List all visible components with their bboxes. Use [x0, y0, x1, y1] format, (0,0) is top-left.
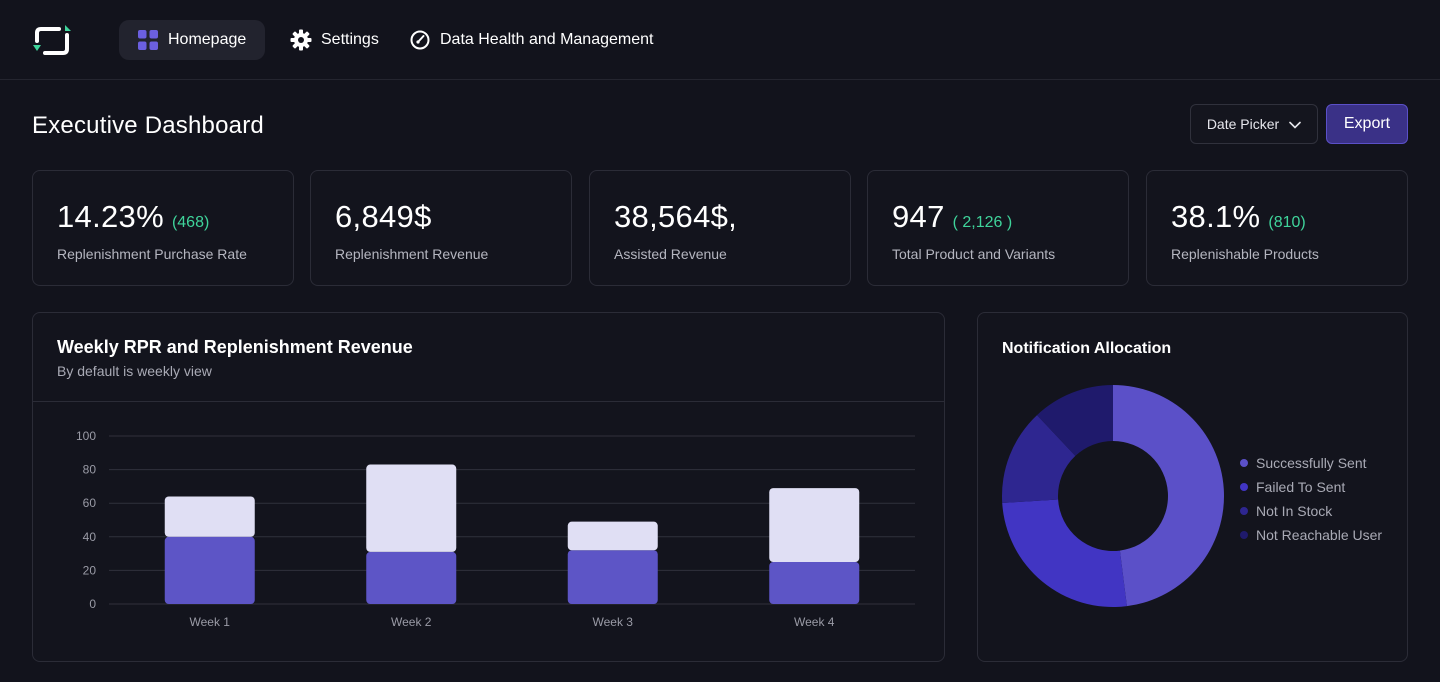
kpi-sub-value: (468) — [171, 214, 210, 231]
kpi-value: 6,849$ — [335, 199, 432, 234]
x-tick-label: Week 4 — [794, 615, 835, 629]
legend-label: Successfully Sent — [1256, 455, 1367, 471]
legend-item: Not In Stock — [1240, 499, 1382, 523]
kpi-sub-value: (810) — [1268, 214, 1306, 231]
donut-slice — [1002, 499, 1127, 607]
legend-item: Successfully Sent — [1240, 451, 1382, 475]
kpi-label: Assisted Revenue — [614, 246, 727, 262]
kpi-value: 14.23% — [57, 199, 164, 234]
chart-title: Weekly RPR and Replenishment Revenue — [57, 337, 413, 357]
legend-swatch — [1240, 531, 1248, 539]
y-tick-label: 80 — [83, 463, 97, 477]
donut-slice — [1113, 385, 1224, 607]
nav-item-label: Settings — [321, 31, 379, 48]
notification-allocation-card: Notification Allocation Successfully Sen… — [977, 312, 1408, 662]
y-tick-label: 0 — [89, 597, 96, 611]
gear-icon — [290, 29, 312, 51]
page-title: Executive Dashboard — [32, 112, 264, 139]
bar-segment-top — [769, 488, 860, 562]
kpi-value-group: 38,564$, — [614, 199, 737, 235]
kpi-card-replenishable-products: 38.1% (810) Replenishable Products — [1146, 170, 1408, 286]
kpi-card-total-products: 947 ( 2,126 ) Total Product and Variants — [867, 170, 1129, 286]
kpi-value-group: 38.1% (810) — [1171, 199, 1306, 235]
x-tick-label: Week 3 — [593, 615, 634, 629]
bar-segment-bottom — [164, 536, 255, 604]
gauge-icon — [409, 29, 431, 51]
kpi-card-replenishment-revenue: 6,849$ Replenishment Revenue — [310, 170, 572, 286]
x-tick-label: Week 1 — [190, 615, 231, 629]
donut-slice — [1037, 385, 1113, 456]
export-button[interactable]: Export — [1326, 104, 1408, 144]
date-picker-label: Date Picker — [1206, 116, 1280, 132]
weekly-rpr-chart-card: Weekly RPR and Replenishment Revenue By … — [32, 312, 945, 662]
divider — [33, 401, 944, 402]
nav-item-label: Data Health and Management — [440, 31, 654, 48]
legend-swatch — [1240, 483, 1248, 491]
legend-item: Not Reachable User — [1240, 523, 1382, 547]
nav-item-settings[interactable]: Settings — [290, 20, 379, 60]
legend-swatch — [1240, 459, 1248, 467]
y-tick-label: 100 — [76, 429, 96, 443]
bar-segment-top — [164, 496, 255, 537]
legend-swatch — [1240, 507, 1248, 515]
y-tick-label: 40 — [83, 530, 97, 544]
bar-segment-bottom — [567, 550, 658, 604]
kpi-card-replenishment-purchase-rate: 14.23% (468) Replenishment Purchase Rate — [32, 170, 294, 286]
kpi-value: 38.1% — [1171, 199, 1261, 234]
y-tick-label: 60 — [83, 496, 97, 510]
nav-item-label: Homepage — [168, 31, 247, 48]
bar-segment-top — [567, 521, 658, 551]
kpi-card-assisted-revenue: 38,564$, Assisted Revenue — [589, 170, 851, 286]
chevron-down-icon — [1289, 116, 1301, 132]
kpi-value: 947 — [892, 199, 945, 234]
date-picker-dropdown[interactable]: Date Picker — [1190, 104, 1318, 144]
kpi-label: Total Product and Variants — [892, 246, 1056, 262]
chart-legend: Successfully Sent Failed To Sent Not In … — [1240, 451, 1382, 547]
donut-chart — [1002, 385, 1224, 607]
legend-label: Failed To Sent — [1256, 479, 1346, 495]
kpi-value-group: 6,849$ — [335, 199, 432, 235]
chart-title: Notification Allocation — [1002, 340, 1172, 357]
app-logo[interactable] — [31, 23, 75, 57]
kpi-label: Replenishment Purchase Rate — [57, 246, 247, 262]
legend-label: Not In Stock — [1256, 503, 1333, 519]
kpi-value-group: 947 ( 2,126 ) — [892, 199, 1012, 235]
grid-icon — [137, 29, 159, 51]
bar-segment-bottom — [366, 551, 457, 604]
kpi-label: Replenishable Products — [1171, 246, 1319, 262]
kpi-value-group: 14.23% (468) — [57, 199, 209, 235]
donut-slice — [1002, 415, 1076, 503]
y-tick-label: 20 — [83, 563, 97, 577]
bar-segment-top — [366, 464, 457, 552]
chart-subtitle: By default is weekly view — [57, 363, 212, 379]
bar-chart: 0 20 40 60 80 100 Week 1 Week 2 Week 3 Week 4 — [76, 429, 915, 629]
top-navigation-bar: Homepage Settings — [0, 0, 1440, 80]
nav-item-data-health[interactable]: Data Health and Management — [409, 20, 653, 60]
kpi-sub-value: ( 2,126 ) — [952, 214, 1013, 231]
bar-segment-bottom — [769, 562, 860, 604]
kpi-value: 38,564$, — [614, 199, 738, 234]
x-tick-label: Week 2 — [391, 615, 432, 629]
kpi-label: Replenishment Revenue — [335, 246, 489, 262]
nav-item-homepage[interactable]: Homepage — [119, 20, 265, 60]
legend-label: Not Reachable User — [1256, 527, 1383, 543]
legend-item: Failed To Sent — [1240, 475, 1382, 499]
